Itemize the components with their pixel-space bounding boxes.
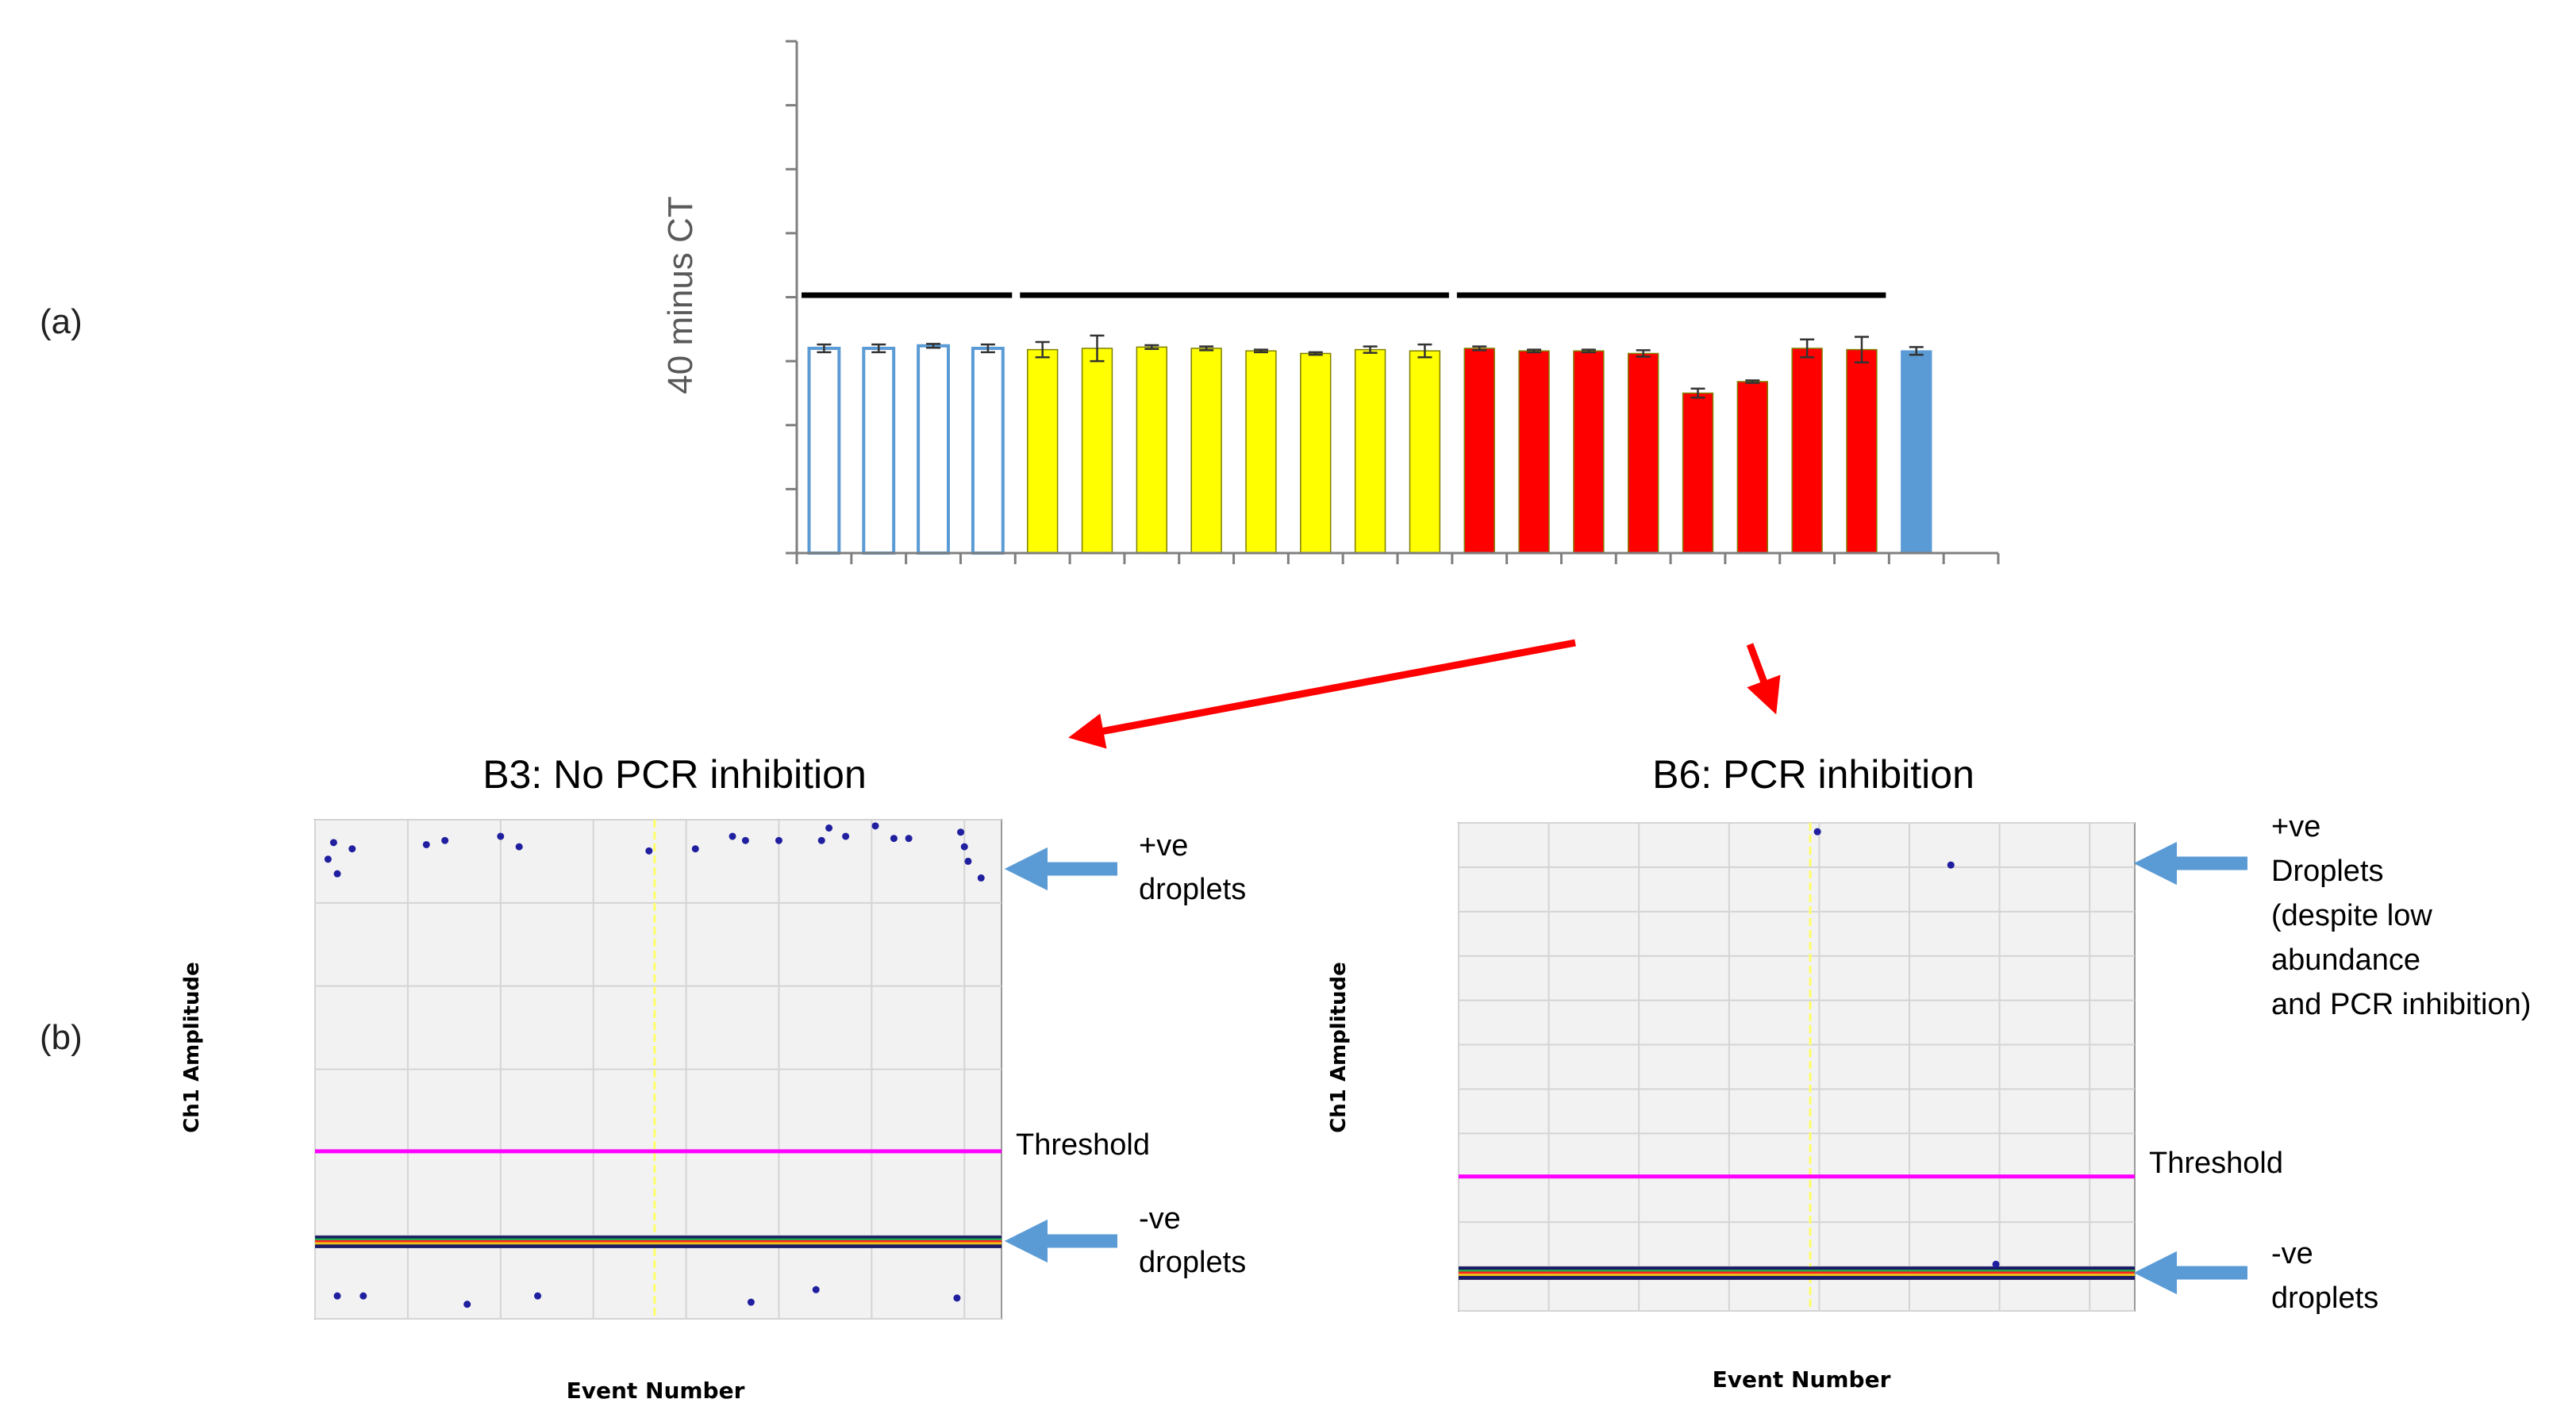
plot-b6-y-label: Ch1 Amplitude	[1327, 962, 1351, 1133]
b3-negative-droplet	[812, 1285, 820, 1293]
b3-positive-droplet	[729, 832, 736, 840]
plot-b6-title: B6: PCR inhibition	[1652, 752, 1974, 797]
b3-positive-droplet	[775, 836, 782, 844]
bar-C1	[1027, 348, 1059, 554]
b3-negative-droplet	[463, 1301, 471, 1308]
b3-negative-droplet	[747, 1298, 755, 1306]
bar-C7	[1354, 348, 1386, 554]
b3-positive-droplet	[977, 874, 985, 882]
b6-grid	[1458, 822, 2135, 1312]
bar-chart-ct: 40 minus CT	[661, 40, 2000, 564]
bar-4	[971, 347, 1005, 555]
b3-negative-band	[315, 1235, 1002, 1248]
b3-negative-droplet	[359, 1292, 367, 1300]
bar-B6	[1736, 381, 1768, 554]
b6-negative-droplet	[1992, 1260, 2000, 1268]
b6-positive-droplet	[1947, 861, 1955, 869]
bar-B1	[1463, 348, 1495, 554]
bar-NTC	[1901, 350, 1932, 554]
bar-y-ticks	[786, 40, 797, 555]
bar-C3	[1136, 346, 1167, 554]
b3-positive-droplet	[333, 870, 341, 878]
b3-positive-droplet	[441, 836, 449, 844]
bar-y-axis-label: 40 minus CT	[661, 196, 700, 394]
plot-b3-title: B3: No PCR inhibition	[483, 752, 867, 797]
b3-positive-droplet	[964, 857, 972, 865]
b6-negative-band	[1459, 1266, 2135, 1280]
bar-B8	[1846, 348, 1878, 554]
panel-label-b: (b)	[40, 1018, 83, 1057]
b6-threshold-annotation: Threshold	[2149, 1147, 2283, 1180]
plot-b3-x-label: Event Number	[567, 1378, 745, 1404]
b3-positive-droplet	[842, 832, 850, 840]
bar-axes	[795, 41, 2000, 564]
bar-2	[862, 347, 896, 555]
b3-positive-droplet	[741, 836, 749, 844]
b6-negative-annotation: -ve droplets	[2271, 1237, 2378, 1315]
bar-B2	[1518, 350, 1550, 554]
b3-positive-droplet	[422, 840, 430, 848]
arrow-b3-to-plot	[1068, 639, 1576, 749]
plot-b6-x-label: Event Number	[1713, 1366, 1891, 1393]
ddpcr-plot-b6: B6: PCR inhibition Ch1 Amplitude Event N…	[1327, 752, 2531, 1393]
bar-C8	[1409, 350, 1441, 554]
bar-B4	[1628, 352, 1659, 554]
bar-1	[807, 347, 841, 555]
b3-positive-annotation: +ve droplets	[1139, 829, 1246, 906]
bar-3	[917, 344, 950, 555]
bar-C2	[1081, 348, 1113, 554]
bar-marks	[807, 334, 1932, 555]
bar-C4	[1190, 348, 1222, 554]
b3-positive-droplet	[645, 847, 653, 855]
b3-positive-droplet	[817, 836, 825, 844]
b3-threshold-annotation: Threshold	[1016, 1128, 1150, 1162]
plot-b3-y-label: Ch1 Amplitude	[180, 962, 204, 1133]
b3-positive-droplet	[890, 835, 898, 843]
b3-positive-droplet	[324, 855, 332, 863]
b3-positive-droplet	[348, 845, 356, 853]
b6-positive-annotation: +ve Droplets (despite low abundance and PCR …	[2271, 810, 2531, 1021]
b3-positive-droplet	[960, 843, 968, 851]
panel-label-a: (a)	[40, 302, 83, 341]
bar-B3	[1573, 350, 1605, 554]
b3-droplets	[324, 822, 985, 1308]
bar-C6	[1300, 352, 1332, 554]
b3-positive-droplet	[329, 839, 337, 847]
b3-positive-droplet	[957, 828, 965, 836]
arrow-b6-to-plot	[1746, 643, 1781, 715]
b6-droplets	[1813, 828, 2000, 1268]
b3-negative-annotation: -ve droplets	[1139, 1202, 1246, 1279]
ddpcr-plot-b3: B3: No PCR inhibition Ch1 Amplitude Even…	[180, 752, 1246, 1404]
plot-b6-annotations: +ve Droplets (despite low abundance and PCR …	[2133, 810, 2531, 1315]
b3-negative-droplet	[333, 1292, 341, 1300]
b3-positive-droplet	[871, 822, 879, 830]
b3-negative-droplet	[953, 1294, 961, 1302]
b3-positive-droplet	[691, 845, 699, 853]
b3-positive-droplet	[825, 824, 833, 832]
b3-positive-droplet	[497, 832, 505, 840]
bar-C5	[1245, 350, 1277, 554]
b3-positive-droplet	[515, 843, 523, 851]
b6-positive-droplet	[1813, 828, 1821, 836]
b3-positive-droplet	[905, 835, 913, 843]
bar-B5	[1682, 392, 1714, 554]
b3-negative-droplet	[534, 1292, 542, 1300]
b6-plot-area	[1458, 822, 2136, 1312]
plot-b3-annotations: +ve droplets Threshold -ve droplets	[1004, 829, 1246, 1279]
bar-B7	[1791, 348, 1823, 554]
